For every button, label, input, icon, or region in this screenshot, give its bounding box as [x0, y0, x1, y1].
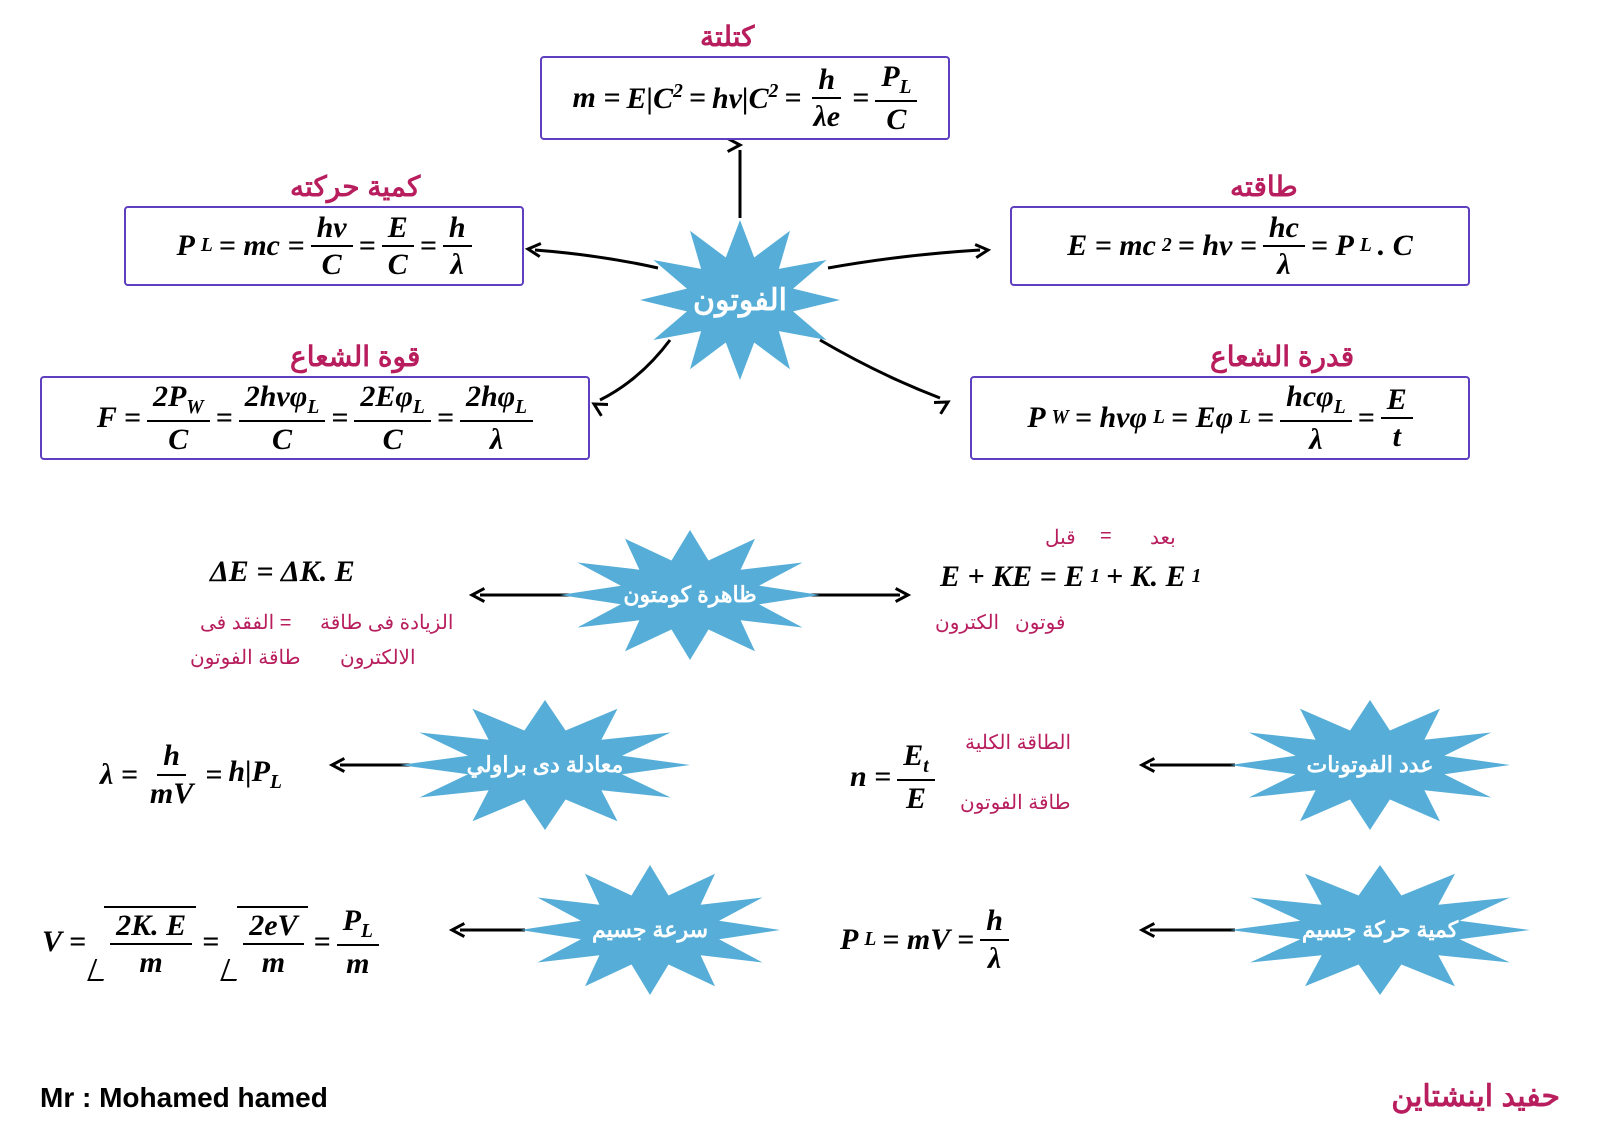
- starburst-label-row1-b: عدد الفوتونات: [1307, 752, 1434, 778]
- label-ray_force: قوة الشعاع: [290, 340, 420, 373]
- starburst-label-row2-a: سرعة جسيم: [592, 917, 708, 943]
- starburst-row1-b: عدد الفوتونات: [1230, 700, 1510, 830]
- annotation-row1-r0: الطاقة الكلية: [965, 730, 1071, 755]
- equation-row0-right: E + KE = E1 + K. E1: [940, 560, 1201, 594]
- starburst-label-row1-a: معادلة دى براولي: [467, 752, 624, 778]
- equation-momentum: PL = mc = hvC = EC = hλ: [176, 212, 471, 281]
- starburst-label-central: الفوتون: [693, 283, 787, 318]
- label-ray_power: قدرة الشعاع: [1210, 340, 1354, 373]
- annotation-row0-r2: بعد: [1150, 525, 1176, 550]
- footer-author: Mr : Mohamed hamed: [40, 1082, 328, 1114]
- equation-row2-left: V = 2K. Em = 2eVm = PLm: [42, 905, 379, 980]
- equation-row2-right: PL = mV = hλ: [840, 905, 1009, 974]
- equation-row1-right: n = EtE: [850, 740, 935, 815]
- starburst-label-row0-a: ظاهرة كومتون: [623, 582, 756, 608]
- label-mass: كتلتة: [700, 20, 755, 53]
- label-momentum: كمية حركته: [290, 170, 420, 203]
- equation-row0-left: ΔE = ΔK. E: [210, 555, 355, 589]
- formula-box-mass: m = E|C2 = hv|C2 = hλe = PLC: [540, 56, 950, 140]
- annotation-row0-r3: فوتون: [1015, 610, 1065, 635]
- formula-box-energy: E = mc2 = hv = hcλ = PL. C: [1010, 206, 1470, 286]
- equation-row1-left: λ = hmV = h|PL: [100, 740, 282, 809]
- annotation-row0-r0: قبل: [1045, 525, 1076, 550]
- equation-mass: m = E|C2 = hv|C2 = hλe = PLC: [573, 61, 918, 136]
- formula-box-ray_power: PW = hvφL = EφL = hcφLλ = Et: [970, 376, 1470, 460]
- annotation-row0-l0: الزيادة فى طاقة: [320, 610, 453, 635]
- footer-brand: حفيد اينشتاين: [1391, 1079, 1560, 1114]
- annotation-row0-r4: الكترون: [935, 610, 999, 635]
- equation-ray_power: PW = hvφL = EφL = hcφLλ = Et: [1027, 381, 1413, 456]
- starburst-central: الفوتون: [640, 220, 840, 380]
- equation-energy: E = mc2 = hv = hcλ = PL. C: [1067, 212, 1413, 281]
- starburst-row0-a: ظاهرة كومتون: [560, 530, 820, 660]
- starburst-row1-a: معادلة دى براولي: [400, 700, 690, 830]
- formula-box-momentum: PL = mc = hvC = EC = hλ: [124, 206, 524, 286]
- starburst-label-row2-b: كمية حركة جسيم: [1302, 917, 1458, 943]
- label-energy: طاقته: [1230, 170, 1298, 203]
- annotation-row0-l3: طاقة الفوتون: [190, 645, 301, 670]
- formula-box-ray_force: F = 2PWC = 2hvφLC = 2EφLC = 2hφLλ: [40, 376, 590, 460]
- starburst-row2-b: كمية حركة جسيم: [1230, 865, 1530, 995]
- annotation-row0-l2: الالكترون: [340, 645, 416, 670]
- annotation-row1-r1: طاقة الفوتون: [960, 790, 1071, 815]
- annotation-row0-l1: = الفقد فى: [200, 610, 291, 635]
- starburst-row2-a: سرعة جسيم: [520, 865, 780, 995]
- annotation-row0-r1: =: [1100, 525, 1112, 548]
- equation-ray_force: F = 2PWC = 2hvφLC = 2EφLC = 2hφLλ: [97, 381, 533, 456]
